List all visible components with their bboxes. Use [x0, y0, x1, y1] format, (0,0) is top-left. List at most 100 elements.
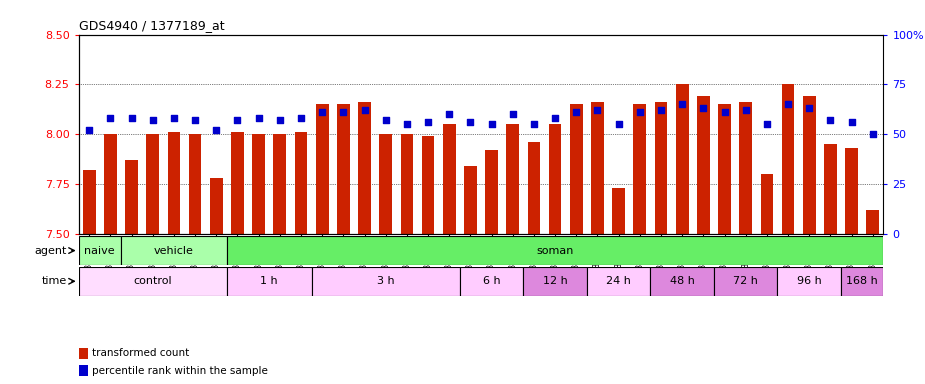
- Bar: [121, 236, 227, 265]
- Point: [209, 127, 224, 134]
- Bar: [697, 96, 709, 234]
- Point: [81, 127, 96, 134]
- Bar: [782, 84, 795, 234]
- Bar: [655, 103, 667, 234]
- Text: agent: agent: [34, 245, 67, 256]
- Text: 72 h: 72 h: [734, 276, 758, 286]
- Text: 3 h: 3 h: [376, 276, 395, 286]
- Bar: [845, 148, 858, 234]
- Point: [654, 108, 669, 114]
- Bar: [189, 134, 202, 234]
- Point: [674, 101, 689, 108]
- Text: vehicle: vehicle: [154, 245, 194, 256]
- Text: GDS4940 / 1377189_at: GDS4940 / 1377189_at: [79, 19, 224, 32]
- Bar: [570, 104, 583, 234]
- Bar: [739, 103, 752, 234]
- Bar: [778, 267, 841, 296]
- Bar: [227, 267, 312, 296]
- Text: soman: soman: [536, 245, 574, 256]
- Point: [442, 111, 457, 118]
- Point: [548, 115, 562, 121]
- Bar: [486, 151, 498, 234]
- Bar: [634, 104, 647, 234]
- Point: [378, 118, 393, 124]
- Bar: [315, 104, 328, 234]
- Bar: [125, 161, 138, 234]
- Bar: [676, 84, 688, 234]
- Point: [759, 121, 774, 127]
- Point: [357, 108, 372, 114]
- Bar: [443, 124, 456, 234]
- Text: 96 h: 96 h: [796, 276, 821, 286]
- Point: [293, 115, 308, 121]
- Bar: [295, 132, 307, 234]
- Bar: [549, 124, 561, 234]
- Text: transformed count: transformed count: [92, 348, 189, 358]
- Point: [188, 118, 203, 124]
- Bar: [650, 267, 714, 296]
- Point: [272, 118, 287, 124]
- Text: 24 h: 24 h: [606, 276, 631, 286]
- Point: [845, 119, 859, 126]
- Bar: [379, 134, 392, 234]
- Point: [336, 109, 351, 116]
- Bar: [612, 188, 625, 234]
- Text: time: time: [42, 276, 67, 286]
- Point: [611, 121, 626, 127]
- Bar: [312, 267, 460, 296]
- Bar: [591, 103, 604, 234]
- Bar: [253, 134, 265, 234]
- Bar: [524, 267, 586, 296]
- Bar: [83, 170, 95, 234]
- Bar: [358, 103, 371, 234]
- Point: [421, 119, 436, 126]
- Bar: [586, 267, 650, 296]
- Point: [569, 109, 584, 116]
- Point: [717, 109, 732, 116]
- Bar: [464, 166, 476, 234]
- Bar: [841, 267, 883, 296]
- Point: [145, 118, 160, 124]
- Text: 48 h: 48 h: [670, 276, 695, 286]
- Point: [400, 121, 414, 127]
- Bar: [867, 210, 879, 234]
- Point: [633, 109, 648, 116]
- Point: [823, 118, 838, 124]
- Bar: [337, 104, 350, 234]
- Text: 1 h: 1 h: [261, 276, 278, 286]
- Bar: [274, 134, 286, 234]
- Bar: [79, 236, 121, 265]
- Point: [484, 121, 499, 127]
- Text: 6 h: 6 h: [483, 276, 500, 286]
- Bar: [714, 267, 778, 296]
- Point: [314, 109, 329, 116]
- Bar: [167, 132, 180, 234]
- Bar: [506, 124, 519, 234]
- Text: naive: naive: [84, 245, 115, 256]
- Text: 168 h: 168 h: [846, 276, 878, 286]
- Bar: [210, 178, 223, 234]
- Point: [230, 118, 245, 124]
- Point: [738, 108, 753, 114]
- Bar: [227, 236, 883, 265]
- Bar: [803, 96, 816, 234]
- Point: [802, 105, 817, 111]
- Bar: [79, 348, 88, 359]
- Bar: [401, 134, 413, 234]
- Point: [463, 119, 478, 126]
- Text: 12 h: 12 h: [543, 276, 568, 286]
- Point: [505, 111, 520, 118]
- Bar: [104, 134, 117, 234]
- Bar: [460, 267, 524, 296]
- Bar: [760, 174, 773, 234]
- Text: control: control: [133, 276, 172, 286]
- Point: [590, 108, 605, 114]
- Text: percentile rank within the sample: percentile rank within the sample: [92, 366, 267, 376]
- Bar: [79, 365, 88, 376]
- Point: [124, 115, 139, 121]
- Point: [866, 131, 881, 137]
- Point: [526, 121, 541, 127]
- Point: [252, 115, 266, 121]
- Point: [166, 115, 181, 121]
- Point: [103, 115, 117, 121]
